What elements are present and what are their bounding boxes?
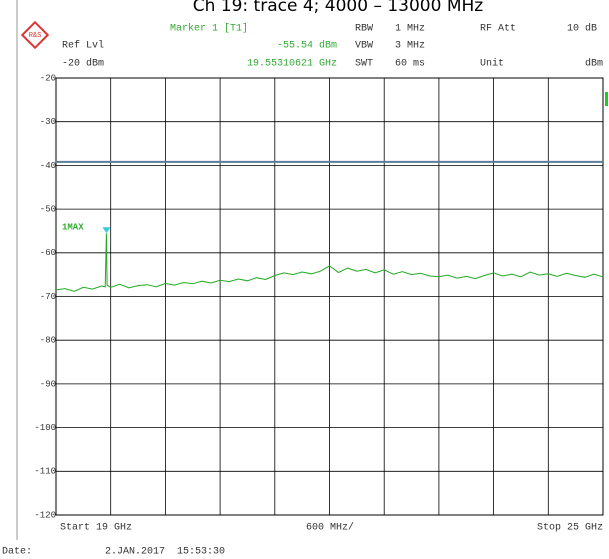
y-tick-label: -40 — [40, 161, 56, 171]
y-tick-label: -80 — [40, 336, 56, 346]
y-tick-label: -70 — [40, 292, 56, 302]
start-freq: Start 19 GHz — [60, 523, 132, 534]
unit-value: dBm — [585, 58, 603, 70]
y-tick-label: -30 — [40, 117, 56, 127]
svg-text:R&S: R&S — [29, 32, 42, 40]
ref-lvl-value: -20 dBm — [62, 58, 104, 70]
stop-freq: Stop 25 GHz — [537, 523, 603, 534]
trace — [55, 233, 604, 292]
rf-att: RF Att — [480, 24, 516, 35]
marker-freq: 19.55310621 GHz — [247, 59, 337, 70]
trace-label: 1MAX — [62, 223, 84, 233]
marker — [102, 227, 111, 234]
vbw: VBW — [355, 41, 373, 52]
logo: R&S — [20, 20, 50, 50]
swt-value: 60 ms — [395, 59, 425, 70]
ref-lvl: Ref Lvl — [62, 40, 104, 52]
date-label: Date: — [2, 547, 32, 558]
y-tick-label: -20 — [40, 73, 56, 83]
marker-level: -55.54 dBm — [277, 40, 337, 52]
rf-att-value: 10 dB — [567, 23, 597, 35]
swt: SWT — [355, 59, 373, 70]
rbw-value: 1 MHz — [395, 24, 425, 35]
date-value: 2.JAN.2017 15:53:30 — [105, 547, 225, 558]
vbw-value: 3 MHz — [395, 41, 425, 52]
title: Ch 19: trace 4; 4000 – 13000 MHz — [193, 0, 484, 16]
rbw: RBW — [355, 24, 373, 35]
y-tick-label: -100 — [34, 423, 56, 433]
span: 600 MHz/ — [306, 522, 354, 534]
y-tick-label: -60 — [40, 248, 56, 258]
y-tick-label: -110 — [34, 467, 56, 477]
y-tick-label: -120 — [34, 510, 56, 520]
marker-label: Marker 1 [T1] — [170, 23, 248, 35]
y-tick-label: -90 — [40, 379, 56, 389]
side-indicator — [605, 92, 608, 106]
y-tick-label: -50 — [40, 204, 56, 214]
unit: Unit — [480, 58, 504, 70]
